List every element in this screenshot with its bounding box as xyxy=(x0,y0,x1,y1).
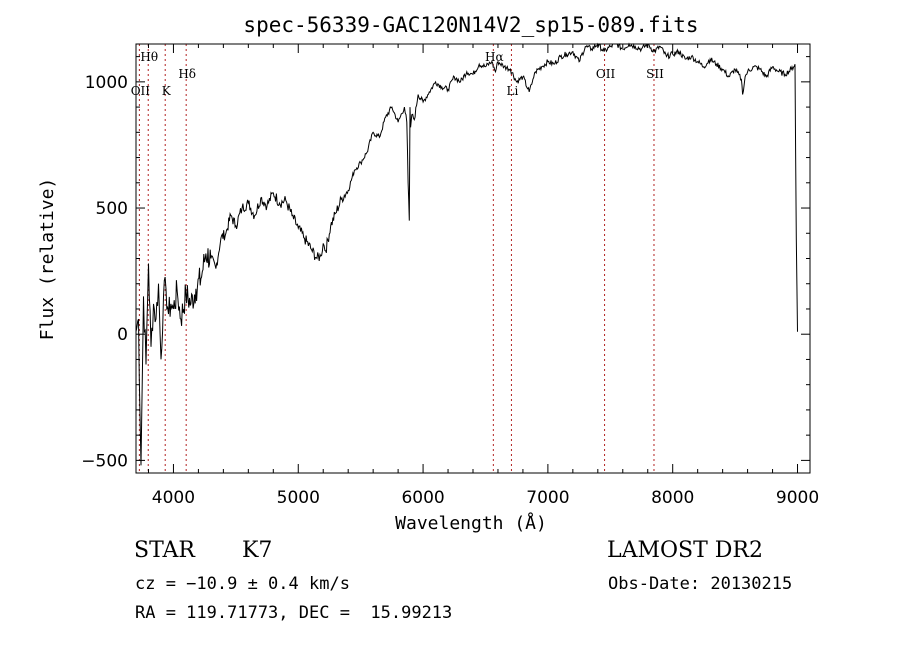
x-axis: 4000 5000 6000 7000 8000 9000 xyxy=(147,44,819,508)
y-tick-label: 500 xyxy=(96,199,128,219)
x-tick-label: 4000 xyxy=(152,488,195,508)
x-tick-label: 9000 xyxy=(776,488,819,508)
flux-series xyxy=(135,42,798,466)
plot-frame xyxy=(135,43,811,474)
spectral-line-markers: Hθ OII K Hδ Hα Li OII SII xyxy=(131,44,664,473)
spectral-line-label: K xyxy=(162,84,172,98)
x-tick-label: 5000 xyxy=(277,488,320,508)
spectral-line-label: OII xyxy=(596,67,616,81)
x-tick-label: 8000 xyxy=(651,488,694,508)
chart-title: spec-56339-GAC120N14V2_sp15-089.fits xyxy=(243,13,698,37)
redshift-velocity: cz = −10.9 ± 0.4 km/s xyxy=(135,574,350,594)
spectral-line-label: Hθ xyxy=(140,50,158,64)
spectral-line-label: Li xyxy=(507,84,519,98)
spectral-line-label: SII xyxy=(646,67,664,81)
flux-line xyxy=(135,42,798,466)
spectral-line-label: Hδ xyxy=(178,67,196,81)
y-axis-label: Flux (relative) xyxy=(37,178,58,341)
y-tick-label: 0 xyxy=(117,325,128,345)
y-tick-label: 1000 xyxy=(85,73,128,93)
survey-name: LAMOST DR2 xyxy=(607,538,763,563)
x-tick-label: 7000 xyxy=(526,488,569,508)
spectral-line-label: OII xyxy=(131,84,151,98)
object-class: STAR xyxy=(134,538,195,563)
observation-date: Obs-Date: 20130215 xyxy=(608,574,793,594)
sky-coordinates: RA = 119.71773, DEC = 15.99213 xyxy=(135,603,453,623)
y-axis: −500 0 500 1000 xyxy=(81,56,810,471)
spectral-line-label: Hα xyxy=(485,50,504,64)
object-subclass: K7 xyxy=(242,538,273,563)
y-tick-label: −500 xyxy=(81,451,128,471)
x-tick-label: 6000 xyxy=(401,488,444,508)
x-axis-label: Wavelength (Å) xyxy=(395,512,547,534)
